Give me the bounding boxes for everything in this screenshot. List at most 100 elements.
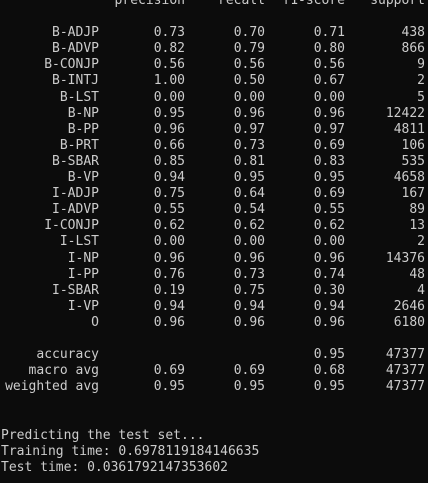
cell-label: B-PP (0, 122, 99, 138)
cell-f1-score: 0.69 (266, 186, 345, 202)
cell-recall: 0.96 (186, 251, 265, 267)
cell-precision: 0.76 (100, 267, 185, 283)
cell-f1-score: 0.96 (266, 315, 345, 331)
cell-label: accuracy (0, 347, 99, 363)
cell-support: 438 (346, 25, 425, 41)
cell-precision: 0.19 (100, 283, 185, 299)
cell-support: 2646 (346, 299, 425, 315)
cell-f1-score: 0.74 (266, 267, 345, 283)
cell-support: 167 (346, 186, 425, 202)
cell-support: 13 (346, 218, 425, 234)
cell-f1-score: 0.95 (266, 170, 345, 186)
cell-precision: 0.73 (100, 25, 185, 41)
cell-recall: 0.73 (186, 138, 265, 154)
cell-f1-score: 0.00 (266, 234, 345, 250)
cell-precision: 0.62 (100, 218, 185, 234)
report-row: B-ADVP 0.82 0.79 0.80 866 (0, 41, 428, 57)
report-row: O 0.96 0.96 0.96 6180 (0, 315, 428, 331)
cell-label: B-ADVP (0, 41, 99, 57)
cell-label: B-SBAR (0, 154, 99, 170)
cell-f1-score: 0.62 (266, 218, 345, 234)
cell-precision: 0.94 (100, 170, 185, 186)
cell-support: 2 (346, 234, 425, 250)
cell-recall: 0.95 (186, 170, 265, 186)
cell-f1-score: 0.69 (266, 138, 345, 154)
cell-label: I-LST (0, 234, 99, 250)
cell-recall: 0.94 (186, 299, 265, 315)
cell-f1-score: 0.96 (266, 106, 345, 122)
cell-precision: 0.95 (100, 106, 185, 122)
report-row: B-CONJP 0.56 0.56 0.56 9 (0, 57, 428, 73)
cell-support: 12422 (346, 106, 425, 122)
cell-label: B-INTJ (0, 73, 99, 89)
cell-f1-score: 0.55 (266, 202, 345, 218)
cell-recall: 0.64 (186, 186, 265, 202)
cell-f1-score: 0.83 (266, 154, 345, 170)
report-header-row: precision recall f1-score support (0, 0, 428, 9)
cell-recall: 0.69 (186, 363, 265, 379)
cell-recall: 0.70 (186, 25, 265, 41)
cell-support: 866 (346, 41, 425, 57)
cell-recall: 0.96 (186, 315, 265, 331)
cell-f1-score: 0.96 (266, 251, 345, 267)
cell-label: B-LST (0, 90, 99, 106)
cell-support: 4 (346, 283, 425, 299)
output-line-test-time: Test time: 0.0361792147353602 (0, 460, 428, 476)
cell-support: 47377 (346, 379, 425, 395)
cell-support: 14376 (346, 251, 425, 267)
cell-label: weighted avg (0, 379, 99, 395)
report-row: B-PRT 0.66 0.73 0.69 106 (0, 138, 428, 154)
cell-label: B-PRT (0, 138, 99, 154)
cell-label: B-VP (0, 170, 99, 186)
report-row: I-VP 0.94 0.94 0.94 2646 (0, 299, 428, 315)
cell-support: 47377 (346, 363, 425, 379)
cell-label: B-ADJP (0, 25, 99, 41)
cell-recall: 0.97 (186, 122, 265, 138)
report-row: B-PP 0.96 0.97 0.97 4811 (0, 122, 428, 138)
cell-label: O (0, 315, 99, 331)
cell-precision: 1.00 (100, 73, 185, 89)
output-line-predicting: Predicting the test set... (0, 428, 428, 444)
cell-label: B-CONJP (0, 57, 99, 73)
cell-precision: 0.96 (100, 315, 185, 331)
output-line-training-time: Training time: 0.6978119184146635 (0, 444, 428, 460)
cell-f1-score: 0.94 (266, 299, 345, 315)
cell-f1-score: 0.95 (266, 347, 345, 363)
cell-f1-score: 0.68 (266, 363, 345, 379)
cell-label: I-SBAR (0, 283, 99, 299)
cell-precision: 0.55 (100, 202, 185, 218)
cell-precision: 0.69 (100, 363, 185, 379)
cell-f1-score: 0.80 (266, 41, 345, 57)
report-row: B-LST 0.00 0.00 0.00 5 (0, 90, 428, 106)
report-row: B-VP 0.94 0.95 0.95 4658 (0, 170, 428, 186)
report-row: B-INTJ 1.00 0.50 0.67 2 (0, 73, 428, 89)
summary-row: accuracy 0.95 47377 (0, 347, 428, 363)
cell-support: 2 (346, 73, 425, 89)
cell-label: I-VP (0, 299, 99, 315)
cell-label: macro avg (0, 363, 99, 379)
report-row: I-NP 0.96 0.96 0.96 14376 (0, 251, 428, 267)
cell-recall: 0.79 (186, 41, 265, 57)
header-recall: recall (186, 0, 265, 9)
report-row: B-NP 0.95 0.96 0.96 12422 (0, 106, 428, 122)
cell-f1-score: 0.56 (266, 57, 345, 73)
cell-support: 535 (346, 154, 425, 170)
cell-label: I-CONJP (0, 218, 99, 234)
cell-support: 6180 (346, 315, 425, 331)
cell-precision: 0.75 (100, 186, 185, 202)
blank-line (0, 411, 428, 427)
cell-recall: 0.75 (186, 283, 265, 299)
report-row: I-CONJP 0.62 0.62 0.62 13 (0, 218, 428, 234)
cell-recall: 0.73 (186, 267, 265, 283)
cell-label: I-PP (0, 267, 99, 283)
summary-row: macro avg 0.69 0.69 0.68 47377 (0, 363, 428, 379)
cell-precision: 0.85 (100, 154, 185, 170)
cell-support: 47377 (346, 347, 425, 363)
report-row: I-PP 0.76 0.73 0.74 48 (0, 267, 428, 283)
header-support: support (346, 0, 425, 9)
cell-precision: 0.82 (100, 41, 185, 57)
report-row: I-SBAR 0.19 0.75 0.30 4 (0, 283, 428, 299)
header-precision: precision (100, 0, 185, 9)
cell-label: I-ADJP (0, 186, 99, 202)
